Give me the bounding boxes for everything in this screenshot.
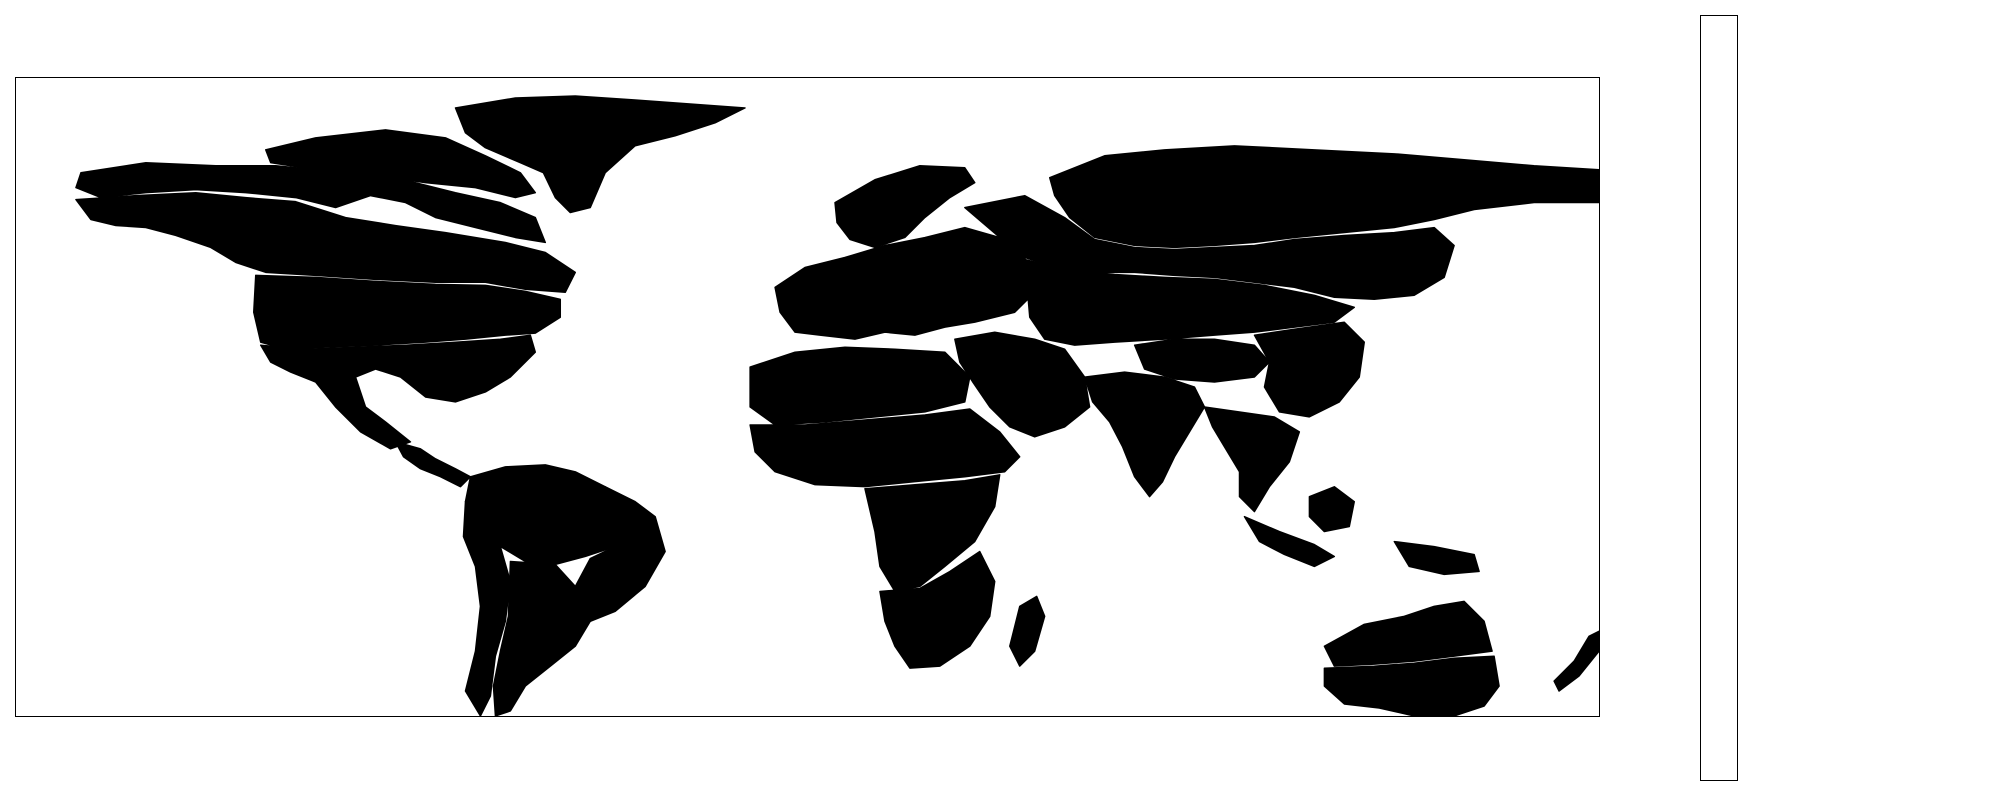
region-central-africa bbox=[864, 474, 1001, 593]
region-southern-us bbox=[259, 334, 537, 450]
region-greenland bbox=[454, 95, 746, 214]
region-europe bbox=[774, 226, 1036, 340]
map-frame bbox=[15, 77, 1600, 717]
region-andes bbox=[462, 500, 512, 716]
region-indonesia bbox=[1243, 486, 1480, 576]
region-arabia bbox=[954, 331, 1091, 438]
region-alaska bbox=[75, 162, 547, 244]
region-central-america bbox=[394, 441, 472, 488]
region-southern-sa bbox=[492, 560, 591, 716]
region-southern-africa bbox=[879, 550, 996, 669]
region-boreal-na bbox=[75, 191, 576, 294]
region-india bbox=[1083, 371, 1206, 498]
colorbar bbox=[1700, 15, 1738, 781]
region-tibet bbox=[1133, 338, 1271, 383]
region-new-zealand bbox=[1553, 630, 1599, 692]
region-sahel bbox=[749, 408, 1021, 488]
region-madagascar bbox=[1009, 595, 1046, 667]
region-siberian-taiga bbox=[964, 194, 1455, 301]
world-map bbox=[75, 95, 1599, 716]
region-central-asia bbox=[1024, 258, 1356, 346]
region-scandinavia bbox=[834, 165, 976, 249]
region-north-australia bbox=[1323, 600, 1493, 667]
region-se-asia bbox=[1203, 406, 1301, 513]
region-china bbox=[1253, 321, 1365, 418]
region-australia-interior bbox=[1323, 655, 1500, 716]
region-siberian-tundra bbox=[1048, 145, 1599, 249]
